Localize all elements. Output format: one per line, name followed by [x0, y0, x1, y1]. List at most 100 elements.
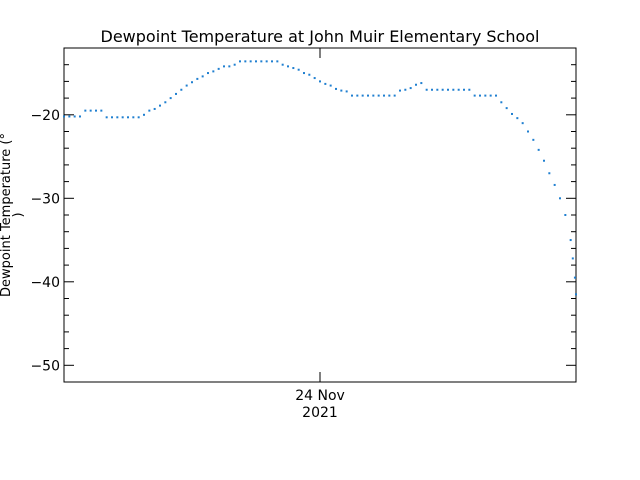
data-point	[441, 88, 444, 91]
data-point	[239, 60, 241, 63]
data-point	[377, 94, 380, 97]
data-point	[575, 293, 577, 296]
data-point	[452, 88, 455, 91]
data-point	[484, 94, 487, 97]
data-point	[521, 122, 524, 125]
data-point	[511, 112, 513, 115]
data-point	[143, 113, 145, 116]
data-point	[489, 94, 492, 97]
data-point	[111, 116, 113, 119]
data-point	[420, 82, 423, 85]
data-point	[212, 70, 215, 73]
data-point	[207, 72, 209, 75]
data-point	[180, 88, 183, 91]
data-point	[436, 88, 439, 91]
data-point	[553, 183, 556, 186]
data-point	[185, 84, 188, 87]
data-point	[383, 94, 385, 97]
data-point	[431, 88, 433, 91]
data-point	[137, 116, 140, 119]
data-point	[457, 88, 460, 91]
data-point	[404, 88, 407, 91]
y-tick-label: −50	[30, 358, 60, 374]
data-point	[201, 75, 204, 78]
data-point	[537, 148, 540, 151]
data-point	[548, 172, 551, 175]
data-point	[271, 60, 273, 63]
data-point	[505, 107, 508, 110]
data-point	[159, 104, 161, 107]
data-point	[281, 63, 284, 66]
data-point	[409, 87, 412, 90]
data-point	[244, 60, 247, 63]
data-point	[313, 77, 316, 80]
data-point	[479, 94, 481, 97]
data-point	[340, 89, 343, 92]
data-point	[153, 107, 156, 110]
data-point	[527, 130, 529, 133]
data-point	[393, 94, 396, 97]
x-tick-label-date: 24 Nov	[295, 388, 345, 404]
data-point	[169, 97, 172, 100]
data-point	[191, 81, 193, 84]
data-point	[116, 116, 119, 119]
data-point	[329, 84, 332, 87]
data-point	[559, 197, 561, 200]
data-point	[495, 94, 497, 97]
data-point	[324, 82, 327, 85]
data-point	[351, 94, 353, 97]
data-point	[105, 116, 108, 119]
data-point	[260, 60, 263, 63]
data-point	[223, 65, 225, 68]
data-point	[89, 109, 92, 112]
data-point	[228, 65, 231, 68]
data-point	[196, 77, 199, 80]
data-point	[127, 116, 129, 119]
data-point	[399, 89, 401, 92]
data-point	[276, 60, 279, 63]
data-point	[356, 94, 359, 97]
data-point	[308, 73, 311, 76]
data-point	[516, 117, 519, 120]
data-point	[164, 101, 167, 104]
data-point	[571, 257, 574, 260]
data-point	[569, 239, 572, 242]
data-point	[335, 87, 337, 90]
data-point	[292, 67, 295, 70]
data-point	[303, 72, 305, 75]
data-point	[255, 60, 257, 63]
y-tick-label: −20	[30, 108, 60, 124]
y-tick-label: −40	[30, 275, 60, 291]
data-point	[388, 94, 391, 97]
data-point	[564, 214, 567, 216]
data-point	[468, 88, 471, 91]
y-axis-ticks: −20 −30 −40 −50	[30, 47, 576, 383]
data-point	[372, 94, 375, 97]
data-point	[473, 94, 476, 97]
data-point	[63, 115, 65, 118]
data-point	[217, 67, 220, 70]
y-axis-label: Dewpoint Temperature (°	[0, 133, 14, 297]
data-point	[175, 92, 177, 95]
data-point	[500, 101, 503, 104]
data-point	[132, 116, 135, 119]
data-point	[319, 80, 321, 83]
data-point	[532, 138, 535, 141]
y-axis-label-cont: )	[11, 212, 26, 217]
data-point	[447, 88, 449, 91]
plot-frame	[63, 47, 577, 383]
x-tick-label-year: 2021	[302, 405, 338, 421]
data-point	[148, 109, 151, 112]
data-point	[463, 88, 465, 91]
y-tick-label: −30	[30, 191, 60, 207]
data-point	[249, 60, 252, 63]
data-point	[367, 94, 369, 97]
data-point	[287, 65, 289, 68]
data-points	[63, 60, 577, 296]
data-point	[233, 63, 236, 66]
data-point	[415, 83, 417, 86]
data-point	[79, 115, 81, 118]
data-point	[361, 94, 364, 97]
data-point	[425, 88, 428, 91]
